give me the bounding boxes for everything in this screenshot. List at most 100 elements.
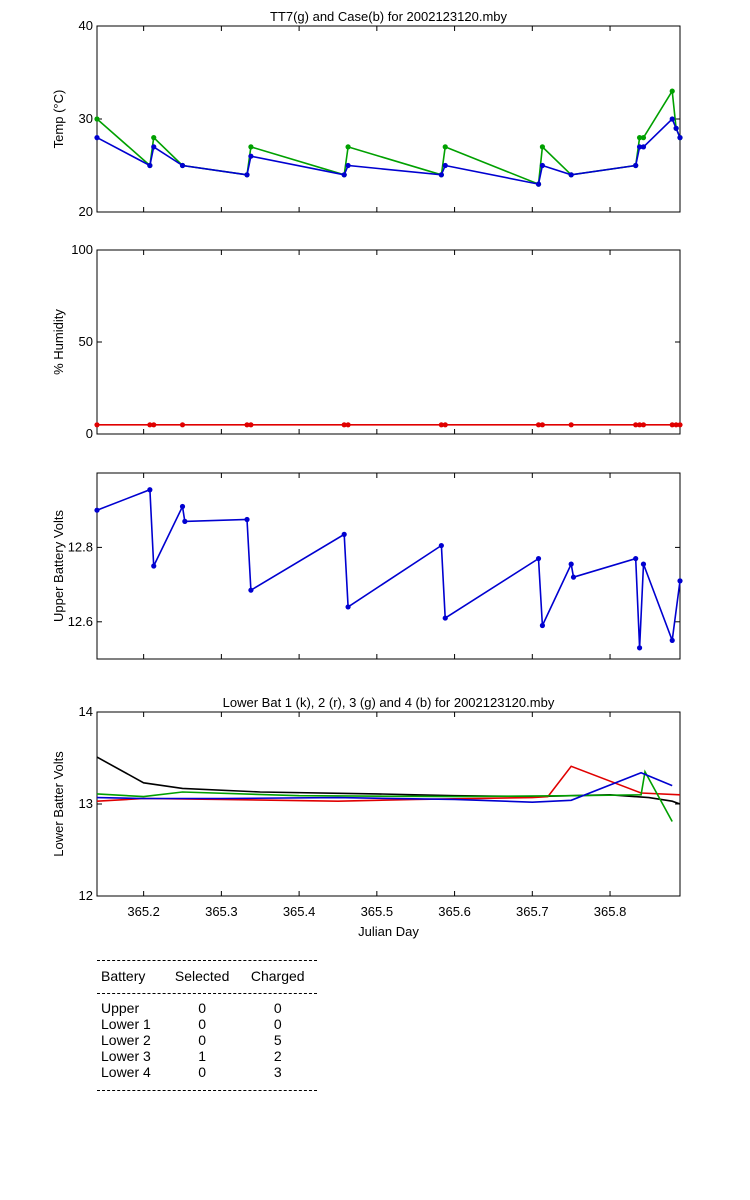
lower-volts-chart-title: Lower Bat 1 (k), 2 (r), 3 (g) and 4 (b) … xyxy=(223,695,555,710)
humidity-point-humidity xyxy=(535,422,542,428)
humidity-point-humidity xyxy=(669,422,675,428)
upper-volts-point-upper xyxy=(568,561,574,567)
humidity-point-humidity xyxy=(151,422,157,428)
upper-volts-series-upper xyxy=(96,488,681,648)
lower-volts-y-tick-label: 14 xyxy=(79,704,93,719)
humidity-point-humidity xyxy=(248,422,254,428)
temp-point-tt7 xyxy=(345,144,351,150)
battery-name: Upper xyxy=(101,1000,140,1016)
upper-volts-point-upper xyxy=(677,578,683,584)
temp-point-tt7 xyxy=(539,144,546,150)
temp-point-case xyxy=(438,172,444,178)
temp-y-tick-label: 30 xyxy=(79,111,93,126)
upper-volts-point-upper xyxy=(535,555,542,562)
upper-volts-point-upper xyxy=(640,561,647,567)
lower-volts-y-axis-label: Lower Batter Volts xyxy=(51,751,66,857)
temp-point-case xyxy=(341,172,347,178)
temp-point-case xyxy=(539,162,546,169)
upper-volts-y-axis-label: Upper Battery Volts xyxy=(51,510,66,622)
temp-chart-title: TT7(g) and Case(b) for 2002123120.mby xyxy=(270,9,508,24)
upper-volts-point-upper xyxy=(570,574,577,580)
table-body: Upper 0 0 Lower 1 0 0 Lower 2 0 5 Lower … xyxy=(97,994,317,1090)
temp-point-case xyxy=(151,144,157,150)
upper-volts-point-upper xyxy=(636,645,643,651)
humidity-point-humidity xyxy=(633,422,639,428)
temp-point-case xyxy=(535,181,542,187)
lower-volts-plot-frame xyxy=(96,711,681,897)
upper-volts-plot-frame xyxy=(96,472,681,660)
humidity-point-humidity xyxy=(677,422,683,428)
battery-selected: 0 xyxy=(198,1032,207,1048)
humidity-point-humidity xyxy=(636,422,643,428)
temp-point-case xyxy=(568,172,574,178)
battery-selected: 0 xyxy=(198,1000,207,1016)
x-tick-label: 365.5 xyxy=(361,904,394,919)
humidity-y-tick-label: 50 xyxy=(79,334,93,349)
battery-name: Lower 1 xyxy=(101,1016,151,1032)
upper-volts-point-upper xyxy=(151,563,157,569)
humidity-point-humidity xyxy=(442,422,448,428)
table-top-rule xyxy=(97,960,317,961)
battery-selected: 0 xyxy=(198,1016,207,1032)
x-tick-label: 365.4 xyxy=(283,904,316,919)
lower-volts-y-tick-label: 12 xyxy=(79,888,93,903)
battery-charged: 2 xyxy=(273,1048,282,1064)
upper-volts-point-upper xyxy=(248,587,254,593)
x-tick-label: 365.8 xyxy=(594,904,627,919)
lower-volts-y-tick-label: 13 xyxy=(79,796,93,811)
battery-name: Lower 4 xyxy=(101,1064,151,1080)
table-row: Upper 0 0 xyxy=(97,1000,317,1016)
temp-point-case xyxy=(636,144,643,150)
lower-volts-series-lower-bat-3 xyxy=(96,769,673,822)
upper-volts-point-upper xyxy=(669,637,675,644)
humidity-y-tick-label: 0 xyxy=(86,426,93,441)
table-bottom-rule xyxy=(97,1090,317,1091)
header-selected: Selected xyxy=(174,968,230,984)
battery-charged: 5 xyxy=(273,1032,282,1048)
temp-point-tt7 xyxy=(248,144,254,150)
upper-volts-point-upper xyxy=(147,487,153,493)
lower-volts-series-lower-bat-4 xyxy=(96,771,673,804)
humidity-point-humidity xyxy=(640,422,647,428)
humidity-point-humidity xyxy=(345,422,351,428)
humidity-point-humidity xyxy=(94,422,100,428)
humidity-y-tick-label: 100 xyxy=(71,242,93,257)
temp-point-tt7 xyxy=(640,135,647,141)
upper-volts-point-upper xyxy=(179,503,186,510)
x-tick-label: 365.3 xyxy=(205,904,238,919)
upper-volts-point-upper xyxy=(539,622,546,629)
humidity-y-axis-label: % Humidity xyxy=(51,309,66,375)
table-row: Lower 1 0 0 xyxy=(97,1016,317,1032)
upper-volts-point-upper xyxy=(341,531,347,537)
temp-point-tt7 xyxy=(669,88,675,94)
temp-plot-frame xyxy=(96,25,681,213)
table-row: Lower 2 0 5 xyxy=(97,1032,317,1048)
temp-series-case xyxy=(96,117,681,186)
battery-selected: 0 xyxy=(198,1064,207,1080)
temp-point-case xyxy=(633,162,639,169)
humidity-point-humidity xyxy=(179,422,186,428)
temp-point-case xyxy=(94,135,100,141)
humidity-point-humidity xyxy=(147,422,153,428)
x-tick-label: 365.6 xyxy=(438,904,471,919)
temp-point-case xyxy=(640,144,647,150)
temp-point-case xyxy=(244,172,250,178)
upper-volts-point-upper xyxy=(442,615,448,621)
x-tick-label: 365.2 xyxy=(127,904,160,919)
temp-point-tt7 xyxy=(151,135,157,141)
humidity-point-humidity xyxy=(438,422,444,428)
header-battery: Battery xyxy=(101,968,146,984)
battery-charged: 0 xyxy=(273,1016,282,1032)
battery-name: Lower 3 xyxy=(101,1048,151,1064)
battery-charged: 0 xyxy=(273,1000,282,1016)
charts-figure: TT7(g) and Case(b) for 2002123120.mby 20 3… xyxy=(51,9,683,939)
temp-y-tick-label: 40 xyxy=(79,18,93,33)
lower-volts-series-lower-bat-1 xyxy=(96,756,681,805)
battery-table: Battery Selected Charged Upper 0 0 Lower… xyxy=(97,960,317,1091)
humidity-point-humidity xyxy=(341,422,347,428)
temp-point-tt7 xyxy=(94,116,100,122)
temp-point-case xyxy=(179,162,186,169)
upper-volts-point-upper xyxy=(438,542,444,549)
temp-point-case xyxy=(673,125,679,131)
x-axis-label: Julian Day xyxy=(358,924,419,939)
